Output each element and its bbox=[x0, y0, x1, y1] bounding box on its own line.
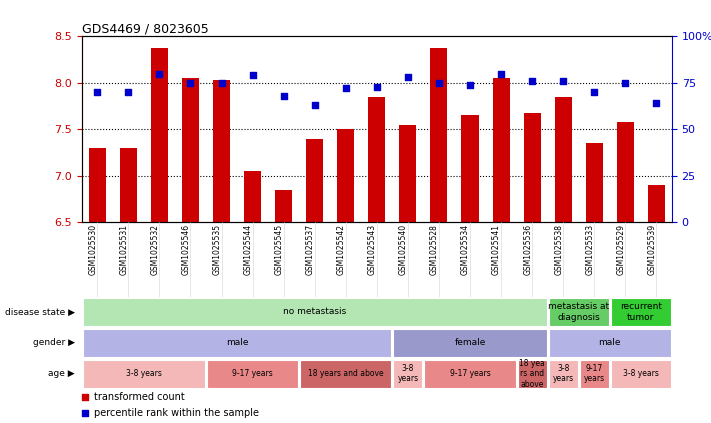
Text: metastasis at
diagnosis: metastasis at diagnosis bbox=[548, 302, 609, 321]
Text: GSM1025530: GSM1025530 bbox=[88, 224, 97, 275]
Bar bbox=[400, 125, 417, 222]
Bar bbox=[244, 171, 261, 222]
Point bbox=[496, 70, 507, 77]
Point bbox=[185, 80, 196, 86]
Bar bbox=[586, 143, 603, 222]
Point bbox=[371, 83, 383, 90]
Bar bbox=[120, 148, 137, 222]
Text: 3-8
years: 3-8 years bbox=[397, 364, 419, 383]
Point bbox=[123, 89, 134, 96]
Bar bbox=[549, 298, 609, 326]
Bar bbox=[300, 360, 392, 387]
Text: 18 years and above: 18 years and above bbox=[308, 369, 383, 378]
Point bbox=[464, 81, 476, 88]
Point bbox=[309, 102, 321, 109]
Text: GSM1025542: GSM1025542 bbox=[337, 224, 346, 275]
Text: 3-8 years: 3-8 years bbox=[126, 369, 162, 378]
Text: GSM1025540: GSM1025540 bbox=[399, 224, 408, 275]
Text: GSM1025537: GSM1025537 bbox=[306, 224, 315, 275]
Bar bbox=[393, 329, 547, 357]
Bar bbox=[89, 148, 106, 222]
Text: 9-17 years: 9-17 years bbox=[232, 369, 273, 378]
Point bbox=[433, 80, 444, 86]
Text: GSM1025531: GSM1025531 bbox=[119, 224, 129, 275]
Point bbox=[340, 85, 351, 92]
Bar bbox=[82, 298, 547, 326]
Text: GSM1025533: GSM1025533 bbox=[585, 224, 594, 275]
Text: GSM1025543: GSM1025543 bbox=[368, 224, 377, 275]
Point bbox=[154, 70, 165, 77]
Bar bbox=[549, 360, 578, 387]
Text: percentile rank within the sample: percentile rank within the sample bbox=[94, 408, 259, 418]
Text: 9-17
years: 9-17 years bbox=[584, 364, 605, 383]
Text: 3-8
years: 3-8 years bbox=[552, 364, 574, 383]
Bar bbox=[82, 329, 392, 357]
Text: GSM1025536: GSM1025536 bbox=[523, 224, 532, 275]
Bar bbox=[611, 360, 671, 387]
Bar bbox=[207, 360, 298, 387]
Text: male: male bbox=[226, 338, 248, 347]
Text: no metastasis: no metastasis bbox=[283, 308, 346, 316]
Bar bbox=[430, 47, 447, 222]
Text: 9-17 years: 9-17 years bbox=[449, 369, 491, 378]
Text: GSM1025546: GSM1025546 bbox=[181, 224, 191, 275]
Bar bbox=[368, 97, 385, 222]
Text: disease state ▶: disease state ▶ bbox=[5, 308, 75, 316]
Bar bbox=[213, 80, 230, 222]
Text: gender ▶: gender ▶ bbox=[33, 338, 75, 347]
Text: age ▶: age ▶ bbox=[48, 369, 75, 378]
Text: GSM1025539: GSM1025539 bbox=[647, 224, 656, 275]
Text: male: male bbox=[599, 338, 621, 347]
Text: GSM1025532: GSM1025532 bbox=[151, 224, 159, 275]
Point bbox=[526, 78, 538, 85]
Bar bbox=[82, 360, 205, 387]
Bar bbox=[393, 360, 422, 387]
Point bbox=[651, 100, 662, 107]
Text: GSM1025528: GSM1025528 bbox=[430, 224, 439, 275]
Point bbox=[589, 89, 600, 96]
Text: 3-8 years: 3-8 years bbox=[623, 369, 659, 378]
Bar bbox=[182, 78, 199, 222]
Bar bbox=[461, 115, 479, 222]
Point bbox=[92, 89, 103, 96]
Point bbox=[216, 80, 228, 86]
Text: female: female bbox=[454, 338, 486, 347]
Text: GSM1025529: GSM1025529 bbox=[616, 224, 625, 275]
Bar bbox=[549, 329, 671, 357]
Text: GDS4469 / 8023605: GDS4469 / 8023605 bbox=[82, 22, 208, 35]
Bar bbox=[616, 122, 634, 222]
Point bbox=[247, 72, 258, 79]
Text: recurrent
tumor: recurrent tumor bbox=[620, 302, 662, 321]
Bar bbox=[424, 360, 515, 387]
Text: GSM1025545: GSM1025545 bbox=[274, 224, 284, 275]
Bar bbox=[151, 47, 168, 222]
Bar bbox=[518, 360, 547, 387]
Text: GSM1025544: GSM1025544 bbox=[244, 224, 252, 275]
Bar bbox=[306, 139, 324, 222]
Text: GSM1025541: GSM1025541 bbox=[492, 224, 501, 275]
Point bbox=[278, 93, 289, 99]
Text: 18 yea
rs and
above: 18 yea rs and above bbox=[519, 359, 545, 389]
Bar bbox=[337, 129, 354, 222]
Text: GSM1025534: GSM1025534 bbox=[461, 224, 470, 275]
Bar bbox=[611, 298, 671, 326]
Point bbox=[79, 409, 90, 416]
Text: GSM1025535: GSM1025535 bbox=[213, 224, 222, 275]
Point bbox=[557, 78, 569, 85]
Bar bbox=[493, 78, 510, 222]
Point bbox=[619, 80, 631, 86]
Text: GSM1025538: GSM1025538 bbox=[554, 224, 563, 275]
Point bbox=[402, 74, 414, 81]
Bar bbox=[579, 360, 609, 387]
Bar bbox=[275, 190, 292, 222]
Bar bbox=[555, 97, 572, 222]
Text: transformed count: transformed count bbox=[94, 392, 184, 402]
Point bbox=[79, 394, 90, 401]
Bar bbox=[648, 185, 665, 222]
Bar bbox=[523, 113, 540, 222]
